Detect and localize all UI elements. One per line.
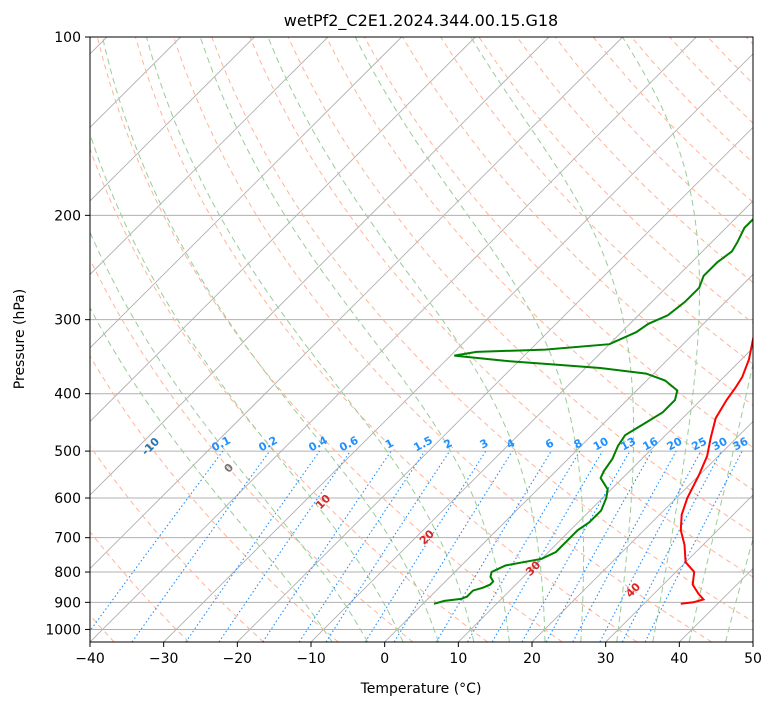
plot-background — [90, 37, 753, 642]
x-tick-label: −40 — [75, 651, 105, 667]
y-tick-label: 900 — [54, 595, 81, 611]
y-tick-label: 800 — [54, 565, 81, 581]
y-tick-label: 500 — [54, 444, 81, 460]
x-axis-label: Temperature (°C) — [360, 681, 482, 697]
isotherm-line — [753, 37, 775, 642]
y-tick-label: 300 — [54, 313, 81, 329]
x-tick-label: 40 — [670, 651, 688, 667]
x-tick-label: 0 — [380, 651, 389, 667]
x-tick-label: −10 — [296, 651, 326, 667]
y-tick-label: 1000 — [45, 622, 81, 638]
x-tick-label: 30 — [597, 651, 615, 667]
x-tick-label: −20 — [223, 651, 253, 667]
chart-title: wetPf2_C2E1.2024.344.00.15.G18 — [284, 11, 558, 31]
y-tick-label: 700 — [54, 531, 81, 547]
moist-adiabat-line — [762, 37, 775, 642]
x-tick-label: 10 — [449, 651, 467, 667]
y-tick-label: 100 — [54, 30, 81, 46]
y-tick-label: 200 — [54, 208, 81, 224]
x-tick-label: 50 — [744, 651, 762, 667]
y-axis-label: Pressure (hPa) — [12, 289, 28, 389]
y-axis: 100 200 300 400 500 600 700 800 900 1000 — [45, 30, 90, 638]
y-tick-label: 400 — [54, 387, 81, 403]
x-axis: −40 −30 −20 −10 0 10 20 30 40 50 — [75, 642, 762, 667]
x-tick-label: −30 — [149, 651, 179, 667]
y-tick-label: 600 — [54, 491, 81, 507]
x-tick-label: 20 — [523, 651, 541, 667]
